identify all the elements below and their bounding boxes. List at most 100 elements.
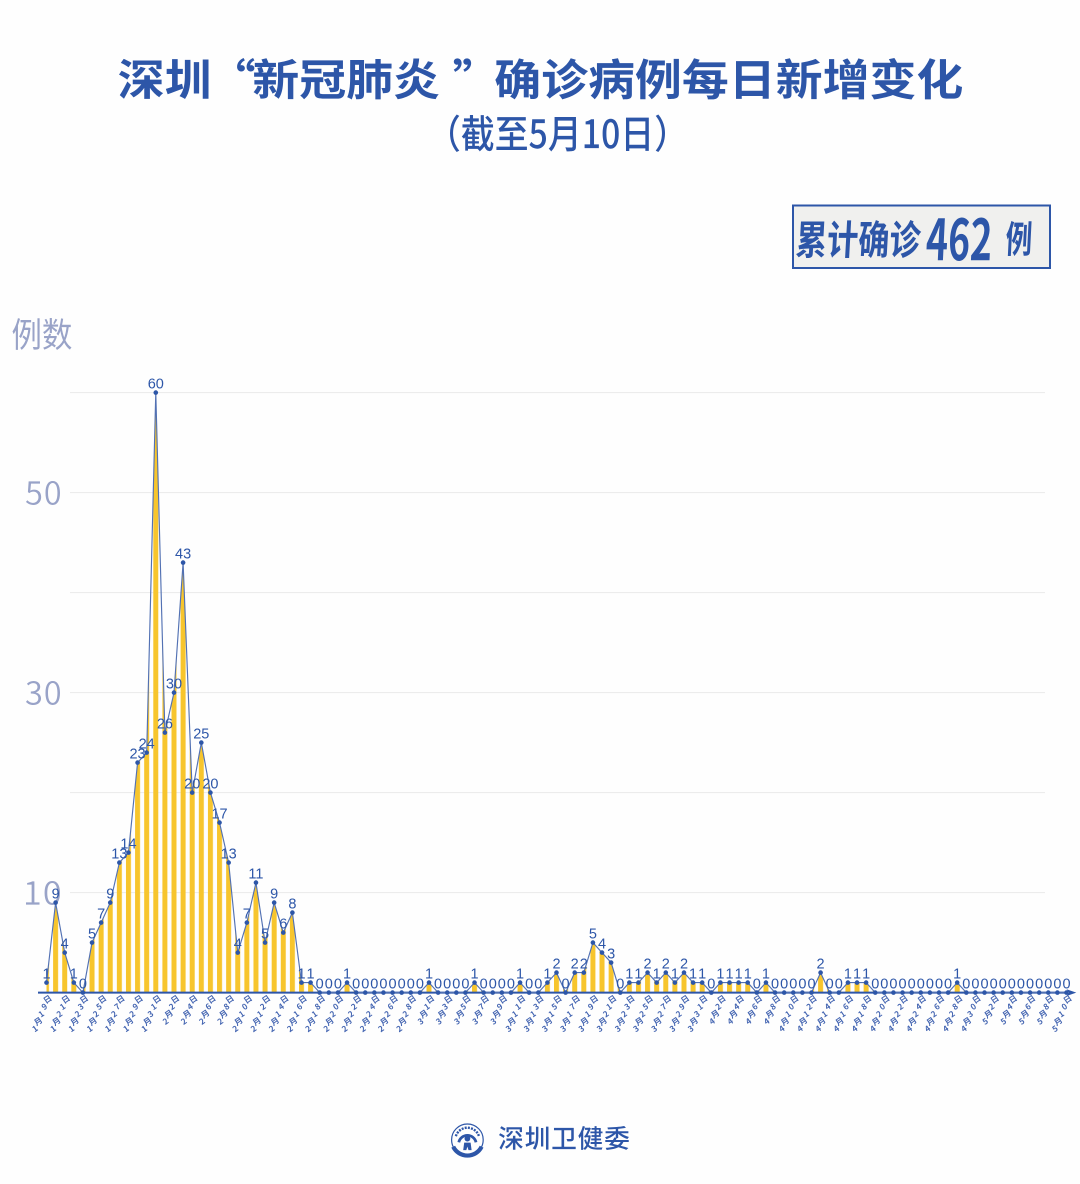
svg-text:0: 0 xyxy=(962,977,970,993)
svg-text:0: 0 xyxy=(1044,977,1052,993)
svg-text:4: 4 xyxy=(598,937,606,953)
svg-text:0: 0 xyxy=(79,977,87,993)
svg-text:1: 1 xyxy=(543,967,551,983)
svg-text:0: 0 xyxy=(1053,977,1061,993)
svg-text:1: 1 xyxy=(698,967,706,983)
svg-text:1: 1 xyxy=(716,967,724,983)
svg-text:43: 43 xyxy=(175,547,191,563)
svg-text:0: 0 xyxy=(407,977,415,993)
svg-text:2: 2 xyxy=(580,957,588,973)
svg-text:1: 1 xyxy=(470,967,478,983)
svg-text:0: 0 xyxy=(780,977,788,993)
svg-text:1: 1 xyxy=(653,967,661,983)
svg-text:1: 1 xyxy=(343,967,351,983)
svg-text:0: 0 xyxy=(461,977,469,993)
svg-text:0: 0 xyxy=(1062,977,1070,993)
svg-text:0: 0 xyxy=(1008,977,1016,993)
svg-text:8: 8 xyxy=(288,897,296,913)
svg-text:0: 0 xyxy=(889,977,897,993)
svg-text:1: 1 xyxy=(297,967,305,983)
svg-text:2: 2 xyxy=(571,957,579,973)
svg-text:1: 1 xyxy=(307,967,315,983)
svg-text:23: 23 xyxy=(129,747,145,763)
svg-text:0: 0 xyxy=(416,977,424,993)
svg-text:0: 0 xyxy=(325,977,333,993)
svg-text:60: 60 xyxy=(148,377,164,393)
svg-text:0: 0 xyxy=(789,977,797,993)
svg-text:0: 0 xyxy=(908,977,916,993)
svg-text:0: 0 xyxy=(370,977,378,993)
svg-text:2: 2 xyxy=(662,957,670,973)
svg-text:0: 0 xyxy=(917,977,925,993)
svg-text:0: 0 xyxy=(480,977,488,993)
svg-text:2: 2 xyxy=(552,957,560,973)
svg-text:0: 0 xyxy=(334,977,342,993)
svg-text:0: 0 xyxy=(826,977,834,993)
svg-text:0: 0 xyxy=(507,977,515,993)
svg-text:0: 0 xyxy=(616,977,624,993)
svg-text:1: 1 xyxy=(953,967,961,983)
svg-text:0: 0 xyxy=(771,977,779,993)
svg-text:1: 1 xyxy=(634,967,642,983)
svg-text:2: 2 xyxy=(817,957,825,973)
svg-text:0: 0 xyxy=(1026,977,1034,993)
svg-text:9: 9 xyxy=(270,887,278,903)
svg-text:11: 11 xyxy=(248,867,263,883)
svg-text:13: 13 xyxy=(111,847,127,863)
svg-text:4: 4 xyxy=(61,937,69,953)
svg-text:5: 5 xyxy=(88,927,96,943)
svg-text:1: 1 xyxy=(671,967,679,983)
svg-text:0: 0 xyxy=(1017,977,1025,993)
svg-text:1: 1 xyxy=(862,967,870,983)
svg-text:1: 1 xyxy=(425,967,433,983)
svg-text:26: 26 xyxy=(157,717,173,733)
svg-text:7: 7 xyxy=(243,907,251,923)
svg-text:1: 1 xyxy=(853,967,861,983)
svg-text:0: 0 xyxy=(434,977,442,993)
svg-text:0: 0 xyxy=(980,977,988,993)
svg-text:17: 17 xyxy=(211,807,227,823)
svg-text:0: 0 xyxy=(871,977,879,993)
svg-text:1: 1 xyxy=(735,967,743,983)
svg-text:0: 0 xyxy=(379,977,387,993)
svg-text:0: 0 xyxy=(935,977,943,993)
svg-text:0: 0 xyxy=(707,977,715,993)
svg-text:1: 1 xyxy=(762,967,770,983)
svg-text:0: 0 xyxy=(835,977,843,993)
svg-text:0: 0 xyxy=(971,977,979,993)
svg-text:0: 0 xyxy=(316,977,324,993)
svg-text:1: 1 xyxy=(70,967,78,983)
svg-text:0: 0 xyxy=(807,977,815,993)
svg-text:0: 0 xyxy=(1035,977,1043,993)
svg-text:0: 0 xyxy=(880,977,888,993)
svg-text:0: 0 xyxy=(990,977,998,993)
svg-text:0: 0 xyxy=(525,977,533,993)
svg-text:13: 13 xyxy=(221,847,237,863)
svg-text:20: 20 xyxy=(184,777,200,793)
svg-text:0: 0 xyxy=(899,977,907,993)
svg-text:30: 30 xyxy=(166,677,182,693)
svg-text:1: 1 xyxy=(744,967,752,983)
svg-text:0: 0 xyxy=(562,977,570,993)
svg-text:0: 0 xyxy=(498,977,506,993)
svg-text:0: 0 xyxy=(999,977,1007,993)
svg-text:0: 0 xyxy=(534,977,542,993)
svg-text:3: 3 xyxy=(607,947,615,963)
svg-text:0: 0 xyxy=(489,977,497,993)
svg-text:0: 0 xyxy=(361,977,369,993)
svg-text:0: 0 xyxy=(398,977,406,993)
svg-text:1: 1 xyxy=(725,967,733,983)
svg-text:2: 2 xyxy=(680,957,688,973)
svg-text:7: 7 xyxy=(97,907,105,923)
svg-text:0: 0 xyxy=(926,977,934,993)
svg-text:0: 0 xyxy=(389,977,397,993)
svg-text:1: 1 xyxy=(689,967,697,983)
svg-text:24: 24 xyxy=(139,737,155,753)
svg-text:0: 0 xyxy=(944,977,952,993)
svg-text:20: 20 xyxy=(202,777,218,793)
svg-text:0: 0 xyxy=(352,977,360,993)
svg-text:1: 1 xyxy=(516,967,524,983)
svg-text:14: 14 xyxy=(120,837,136,853)
svg-text:2: 2 xyxy=(644,957,652,973)
svg-text:0: 0 xyxy=(753,977,761,993)
